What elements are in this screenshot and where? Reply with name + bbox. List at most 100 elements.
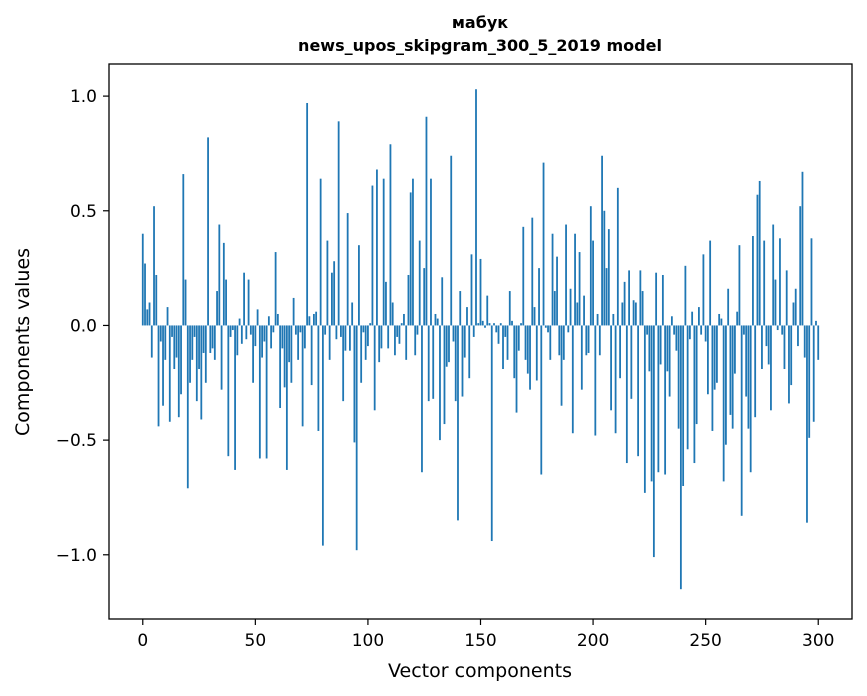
bar-202 <box>596 313 599 326</box>
bar-277 <box>765 325 768 347</box>
bar-145 <box>468 325 471 379</box>
bar-39 <box>229 325 232 337</box>
bar-111 <box>391 302 394 326</box>
bar-107 <box>382 178 385 326</box>
bar-27 <box>202 325 205 353</box>
bar-14 <box>173 325 176 370</box>
bar-247 <box>698 307 700 326</box>
bar-299 <box>815 320 817 326</box>
bar-160 <box>502 325 504 370</box>
bar-7 <box>157 325 160 427</box>
bar-165 <box>513 325 516 379</box>
bar-224 <box>646 325 649 335</box>
bar-176 <box>538 268 540 326</box>
bar-248 <box>700 325 703 335</box>
bar-11 <box>166 307 169 326</box>
bar-38 <box>227 325 230 457</box>
bar-137 <box>450 155 453 326</box>
bar-121 <box>414 325 417 356</box>
bar-237 <box>675 325 678 351</box>
bar-132 <box>439 325 441 441</box>
bar-166 <box>515 325 518 413</box>
bar-290 <box>794 288 797 326</box>
bar-16 <box>177 325 180 418</box>
x-tick-label-300: 300 <box>802 631 834 651</box>
bar-5 <box>153 206 155 326</box>
bar-85 <box>333 261 336 326</box>
bar-149 <box>477 323 480 326</box>
bar-259 <box>725 325 727 445</box>
bar-65 <box>288 325 291 363</box>
bar-60 <box>276 313 279 326</box>
bar-167 <box>517 325 520 351</box>
bar-238 <box>677 325 680 429</box>
bar-35 <box>220 325 223 390</box>
bar-255 <box>716 325 718 383</box>
bar-270 <box>749 325 752 473</box>
bar-213 <box>621 302 624 326</box>
x-tick-label-200: 200 <box>577 631 609 651</box>
bar-118 <box>407 274 410 326</box>
bar-229 <box>657 325 660 473</box>
bar-120 <box>412 178 414 326</box>
bar-37 <box>225 279 227 326</box>
bar-163 <box>508 291 511 326</box>
y-axis-ticks: −1.0 −0.5 0.0 0.5 1.0 <box>56 87 109 566</box>
bar-122 <box>416 325 419 335</box>
bar-90 <box>344 325 347 351</box>
bar-156 <box>493 323 495 326</box>
bar-86 <box>335 325 338 340</box>
bar-128 <box>430 178 432 326</box>
bar-227 <box>652 325 655 558</box>
chart-title: мабук <box>452 13 508 32</box>
bar-182 <box>551 233 554 326</box>
bar-96 <box>358 245 360 326</box>
bar-59 <box>274 252 277 326</box>
bar-293 <box>801 171 804 326</box>
bar-252 <box>709 240 712 326</box>
bar-68 <box>294 325 297 335</box>
bar-228 <box>655 272 658 326</box>
bar-13 <box>171 325 173 337</box>
y-tick-label-1: −0.5 <box>56 431 97 451</box>
bar-119 <box>409 192 412 326</box>
bar-89 <box>342 325 345 402</box>
bar-57 <box>270 325 273 349</box>
bar-216 <box>628 270 630 326</box>
bar-78 <box>317 325 320 431</box>
bar-200 <box>592 240 594 326</box>
bar-113 <box>396 325 399 337</box>
bar-215 <box>625 325 628 464</box>
bar-31 <box>211 325 214 349</box>
bar-186 <box>560 325 563 406</box>
bar-271 <box>752 236 754 326</box>
bar-276 <box>763 240 766 326</box>
bar-223 <box>643 325 646 493</box>
y-tick-label-4: 1.0 <box>70 87 97 107</box>
bar-151 <box>481 320 484 326</box>
bar-282 <box>776 325 779 331</box>
bar-3 <box>148 302 151 326</box>
bar-245 <box>693 325 696 464</box>
bar-225 <box>648 325 651 372</box>
x-tick-label-100: 100 <box>352 631 384 651</box>
bar-230 <box>659 325 662 365</box>
bar-273 <box>756 194 759 326</box>
bars-group <box>141 89 820 590</box>
bar-266 <box>740 325 743 516</box>
bar-40 <box>231 325 234 331</box>
bar-61 <box>279 325 282 409</box>
bar-206 <box>605 268 608 326</box>
bar-123 <box>418 240 421 326</box>
bar-285 <box>783 325 786 370</box>
bar-25 <box>198 325 200 370</box>
bar-104 <box>376 169 378 326</box>
bar-124 <box>421 325 423 473</box>
bar-244 <box>691 311 694 326</box>
y-tick-label-0: −1.0 <box>56 546 97 566</box>
bar-178 <box>542 162 545 326</box>
bar-258 <box>722 325 725 482</box>
bar-220 <box>637 325 640 457</box>
y-tick-label-2: 0.0 <box>70 316 97 336</box>
bar-197 <box>585 325 588 356</box>
